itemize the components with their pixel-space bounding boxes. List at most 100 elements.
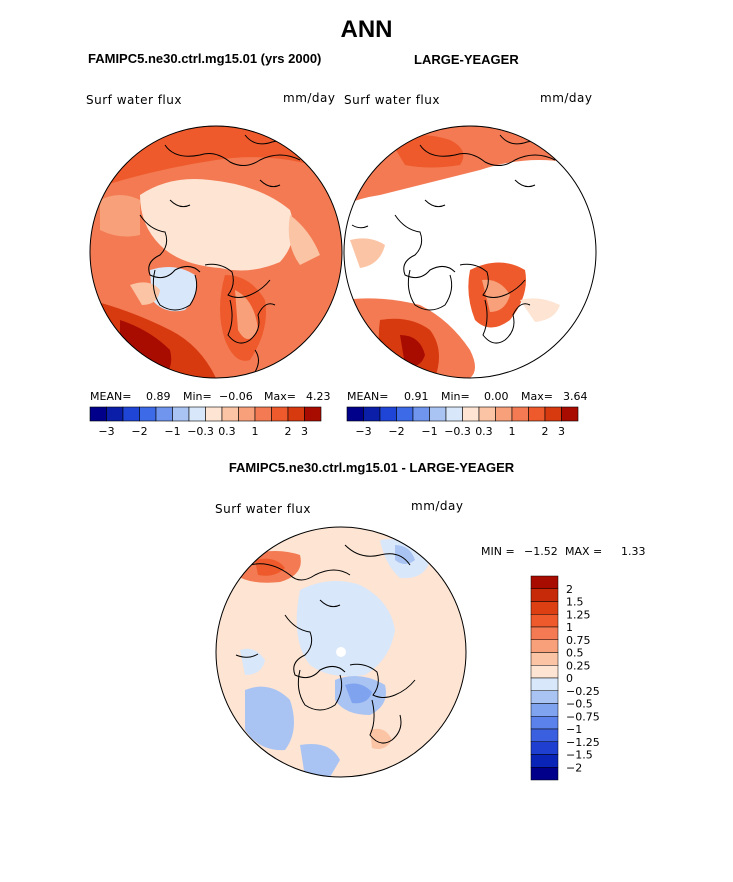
panel2-colorbar-cell (445, 406, 463, 422)
panel2-units-label: mm/day (540, 91, 593, 105)
panel3-colorbar-tick-label: −1.5 (566, 749, 593, 762)
panel1-colorbar-cell (221, 406, 239, 422)
panel2-colorbar-cell (346, 406, 364, 422)
panel3-min-label: MIN = (481, 545, 515, 558)
panel3-colorbar-tick-label: 1.5 (566, 596, 584, 609)
panel2-min-value: 0.00 (484, 390, 509, 403)
panel2-colorbar-cell (528, 406, 546, 422)
panel3-colorbar-tick-label: 0.5 (566, 647, 584, 660)
panel3-colorbar-cell (530, 690, 559, 704)
panel1-colorbar-tick-label: 0.3 (218, 425, 236, 438)
panel3-max-value: 1.33 (621, 545, 646, 558)
panel3-colorbar-cell (530, 741, 559, 755)
panel3-colorbar-tick-label: −1 (566, 723, 582, 736)
panel1-colorbar-tick-label: −1 (164, 425, 180, 438)
panel1-colorbar-cell (238, 406, 256, 422)
panel3-colorbar-tick-label: −0.75 (566, 710, 600, 723)
panel3-colorbar-tick-label: 1 (566, 621, 573, 634)
panel2-colorbar-tick-label: −3 (355, 425, 371, 438)
panel2-colorbar-tick-label: −1 (421, 425, 437, 438)
panel2-polar-map (343, 125, 597, 379)
panel3-case-title: FAMIPC5.ne30.ctrl.mg15.01 - LARGE-YEAGER (228, 460, 515, 475)
panel3-colorbar-tick-label: −0.5 (566, 698, 593, 711)
panel1-colorbar-cell (287, 406, 305, 422)
panel2-colorbar-cell (363, 406, 381, 422)
panel2-colorbar-tick-label: −0.3 (444, 425, 471, 438)
panel2-colorbar-cell (495, 406, 513, 422)
panel1-colorbar-tick-label: −3 (98, 425, 114, 438)
panel2-colorbar-cell (429, 406, 447, 422)
panel1-colorbar-cell (172, 406, 190, 422)
panel1-colorbar-cell (139, 406, 157, 422)
panel2-colorbar-cell (379, 406, 397, 422)
panel2-colorbar-tick-label: 2 (542, 425, 549, 438)
panel2-colorbar-cell (544, 406, 562, 422)
panel3-colorbar-cell (530, 728, 559, 742)
panel1-colorbar-cell (205, 406, 223, 422)
panel3-units-label: mm/day (411, 499, 464, 513)
panel3-colorbar-cell (530, 601, 559, 615)
panel2-mean-value: 0.91 (404, 390, 429, 403)
panel3-min-value: −1.52 (524, 545, 558, 558)
panel3-colorbar-tick-label: 0 (566, 672, 573, 685)
panel2-colorbar-cell (412, 406, 430, 422)
panel3-colorbar-tick-label: 2 (566, 583, 573, 596)
panel3-colorbar-cell (530, 677, 559, 691)
panel1-max-label: Max= (264, 390, 296, 403)
panel1-colorbar-tick-label: −0.3 (187, 425, 214, 438)
panel3-colorbar-cell (530, 716, 559, 730)
panel2-colorbar-tick-label: 1 (509, 425, 516, 438)
panel3-colorbar-tick-label: −2 (566, 761, 582, 774)
panel1-colorbar-cell (304, 406, 322, 422)
panel1-colorbar-tick-label: 2 (285, 425, 292, 438)
panel3-colorbar-cell (530, 754, 559, 768)
panel2-colorbar-tick-label: 3 (558, 425, 565, 438)
panel1-case-title: FAMIPC5.ne30.ctrl.mg15.01 (yrs 2000) (88, 51, 322, 66)
panel1-colorbar-cell (254, 406, 272, 422)
panel3-colorbar-cell (530, 665, 559, 679)
panel1-colorbar-cell (122, 406, 140, 422)
panel3-colorbar-tick-label: 0.75 (566, 634, 591, 647)
panel1-mean-value: 0.89 (146, 390, 171, 403)
panel2-colorbar-tick-label: 0.3 (475, 425, 493, 438)
panel3-colorbar-cell (530, 588, 559, 602)
panel2-colorbar-cell (478, 406, 496, 422)
panel2-colorbar-cell (462, 406, 480, 422)
panel3-colorbar: 21.51.2510.750.50.250−0.25−0.5−0.75−1−1.… (530, 575, 600, 781)
panel2-min-label: Min= (441, 390, 470, 403)
panel1-colorbar-tick-label: 3 (301, 425, 308, 438)
panel1-variable-label: Surf water flux (86, 93, 182, 107)
panel3-colorbar-cell (530, 767, 559, 781)
panel1-colorbar-cell (271, 406, 289, 422)
panel1-max-value: 4.23 (306, 390, 331, 403)
page-title: ANN (340, 16, 393, 43)
panel3-colorbar-tick-label: 0.25 (566, 659, 591, 672)
panel1-colorbar: −3 −2 −1 −0.3 0.3 1 2 3 (89, 406, 322, 438)
panel3-colorbar-cell (530, 639, 559, 653)
panel2-case-title: LARGE-YEAGER (414, 52, 519, 67)
panel3-polar-map (215, 526, 467, 778)
panel3-colorbar-cell (530, 614, 559, 628)
panel2-colorbar-cell (396, 406, 414, 422)
panel2-mean-label: MEAN= (347, 390, 388, 403)
panel1-colorbar-tick-label: −2 (131, 425, 147, 438)
panel2-variable-label: Surf water flux (344, 93, 440, 107)
panel3-variable-label: Surf water flux (215, 502, 311, 516)
panel3-colorbar-cell (530, 575, 559, 589)
panel1-colorbar-cell (106, 406, 124, 422)
panel3-colorbar-cell (530, 703, 559, 717)
panel2-colorbar: −3 −2 −1 −0.3 0.3 1 2 3 (346, 406, 579, 438)
panel3-max-label: MAX = (565, 545, 602, 558)
panel1-min-value: −0.06 (219, 390, 253, 403)
panel1-units-label: mm/day (283, 91, 336, 105)
panel1-min-label: Min= (183, 390, 212, 403)
panel1-mean-label: MEAN= (90, 390, 131, 403)
panel1-colorbar-cell (188, 406, 206, 422)
panel3-colorbar-tick-label: −1.25 (566, 736, 600, 749)
panel1-polar-map (89, 125, 343, 379)
panel2-colorbar-cell (511, 406, 529, 422)
panel3-colorbar-tick-label: −0.25 (566, 685, 600, 698)
panel1-colorbar-cell (89, 406, 107, 422)
panel1-colorbar-cell (155, 406, 173, 422)
